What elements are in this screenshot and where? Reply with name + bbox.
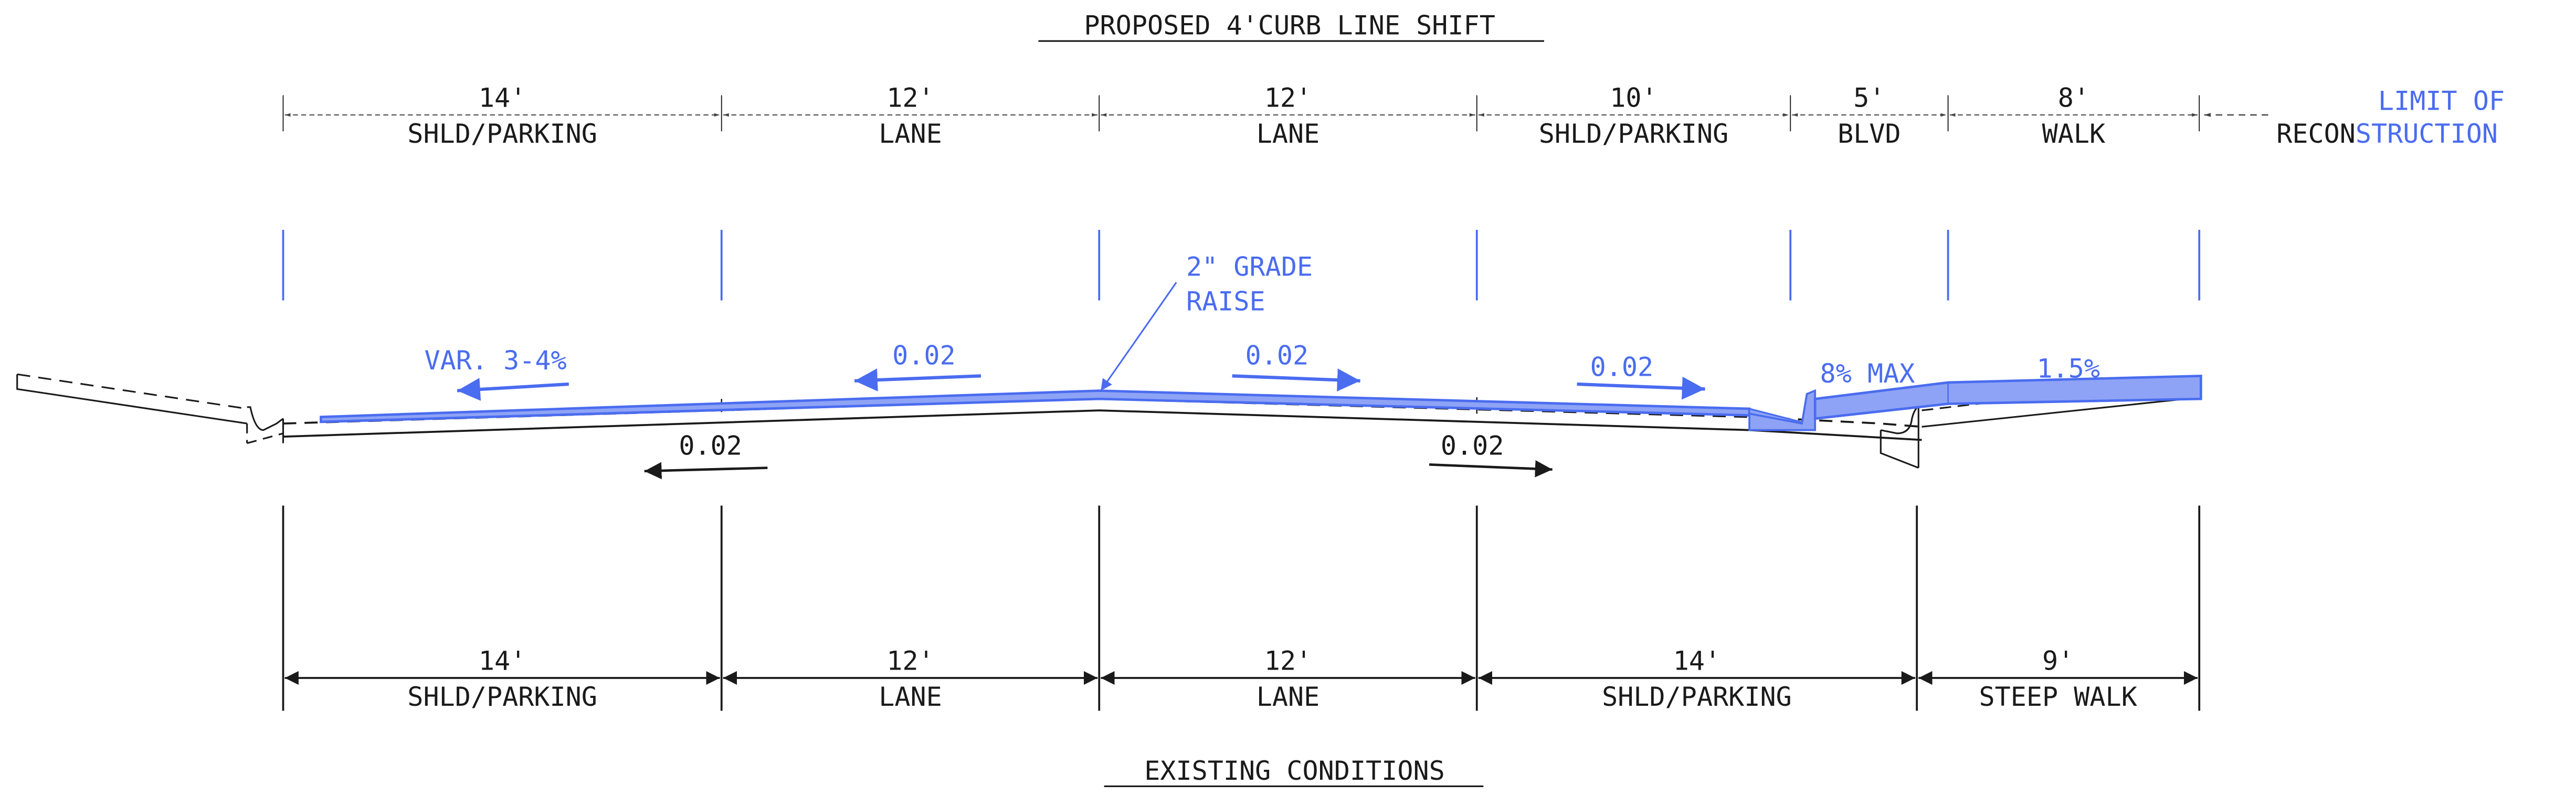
dimension-label: LANE: [879, 682, 942, 712]
existing-slope-arrow-right: [1429, 460, 1553, 478]
slope-label-walk: 1.5%: [2037, 354, 2100, 384]
slope-label-blvd: 8% MAX: [1820, 358, 1915, 389]
limit-label-line1: LIMIT OF: [2378, 86, 2505, 116]
dimension-value: 10': [1610, 82, 1657, 113]
slope-arrow-right-shoulder: [1577, 376, 1705, 400]
dimension-label: LANE: [1257, 682, 1320, 712]
left-curb-existing: [16, 373, 284, 444]
limit-label-line2: RECONSTRUCTION: [2276, 119, 2498, 149]
dimension-value: 14': [1673, 645, 1720, 676]
dimension-value: 12': [886, 82, 934, 113]
limit-label-struction: STRUCTION: [2356, 119, 2498, 149]
slope-arrow-left-lane: [854, 368, 981, 391]
dimension-value: 8': [2058, 82, 2089, 113]
existing-pavement: [282, 397, 1922, 441]
slope-arrow-right-lane: [1232, 368, 1360, 391]
dimension-value: 9': [2042, 645, 2074, 676]
slope-label-left-shoulder: VAR. 3-4%: [425, 345, 567, 376]
existing-slope-label-right: 0.02: [1441, 431, 1504, 461]
grade-raise-line1: 2" GRADE: [1186, 252, 1313, 282]
existing-dimensions: 14' SHLD/PARKING 12' LANE 12' LANE 14' SHLD/PAR…: [282, 505, 2201, 712]
slope-label-right-shoulder: 0.02: [1590, 352, 1654, 382]
dimension-value: 14': [479, 645, 526, 676]
limit-label-recon: RECON: [2276, 119, 2356, 149]
dimension-value: 12': [1264, 645, 1312, 676]
slope-label-left-lane: 0.02: [892, 340, 956, 370]
dimension-label: BLVD: [1838, 119, 1901, 149]
proposed-dimensions: 14' SHLD/PARKING 12' LANE 12' LANE 10' SHLD/PAR…: [282, 82, 2201, 301]
grade-raise-leader: [1100, 282, 1177, 391]
dimension-label: LANE: [879, 119, 942, 149]
dimension-label: LANE: [1257, 119, 1320, 149]
dimension-label: WALK: [2042, 119, 2106, 149]
existing-slope-label-left: 0.02: [679, 431, 742, 461]
slope-arrow-left-shoulder: [457, 378, 569, 401]
dimension-value: 14': [479, 82, 526, 113]
dimension-value: 12': [886, 645, 934, 676]
slope-label-right-lane: 0.02: [1245, 340, 1309, 370]
dimension-label: STEEP WALK: [1979, 682, 2137, 712]
proposed-title: PROPOSED 4'CURB LINE SHIFT: [1084, 10, 1495, 41]
dimension-label: SHLD/PARKING: [407, 119, 597, 149]
dimension-value: 12': [1264, 82, 1312, 113]
existing-slope-arrow-left: [644, 462, 768, 480]
grade-raise-line2: RAISE: [1186, 286, 1265, 316]
dimension-label: SHLD/PARKING: [407, 682, 597, 712]
existing-title: EXISTING CONDITIONS: [1144, 756, 1445, 786]
dimension-value: 5': [1853, 82, 1885, 113]
dimension-label: SHLD/PARKING: [1539, 119, 1729, 149]
dimension-label: SHLD/PARKING: [1602, 682, 1792, 712]
proposed-curb: [1748, 389, 1817, 431]
proposed-pavement: [320, 374, 2202, 431]
